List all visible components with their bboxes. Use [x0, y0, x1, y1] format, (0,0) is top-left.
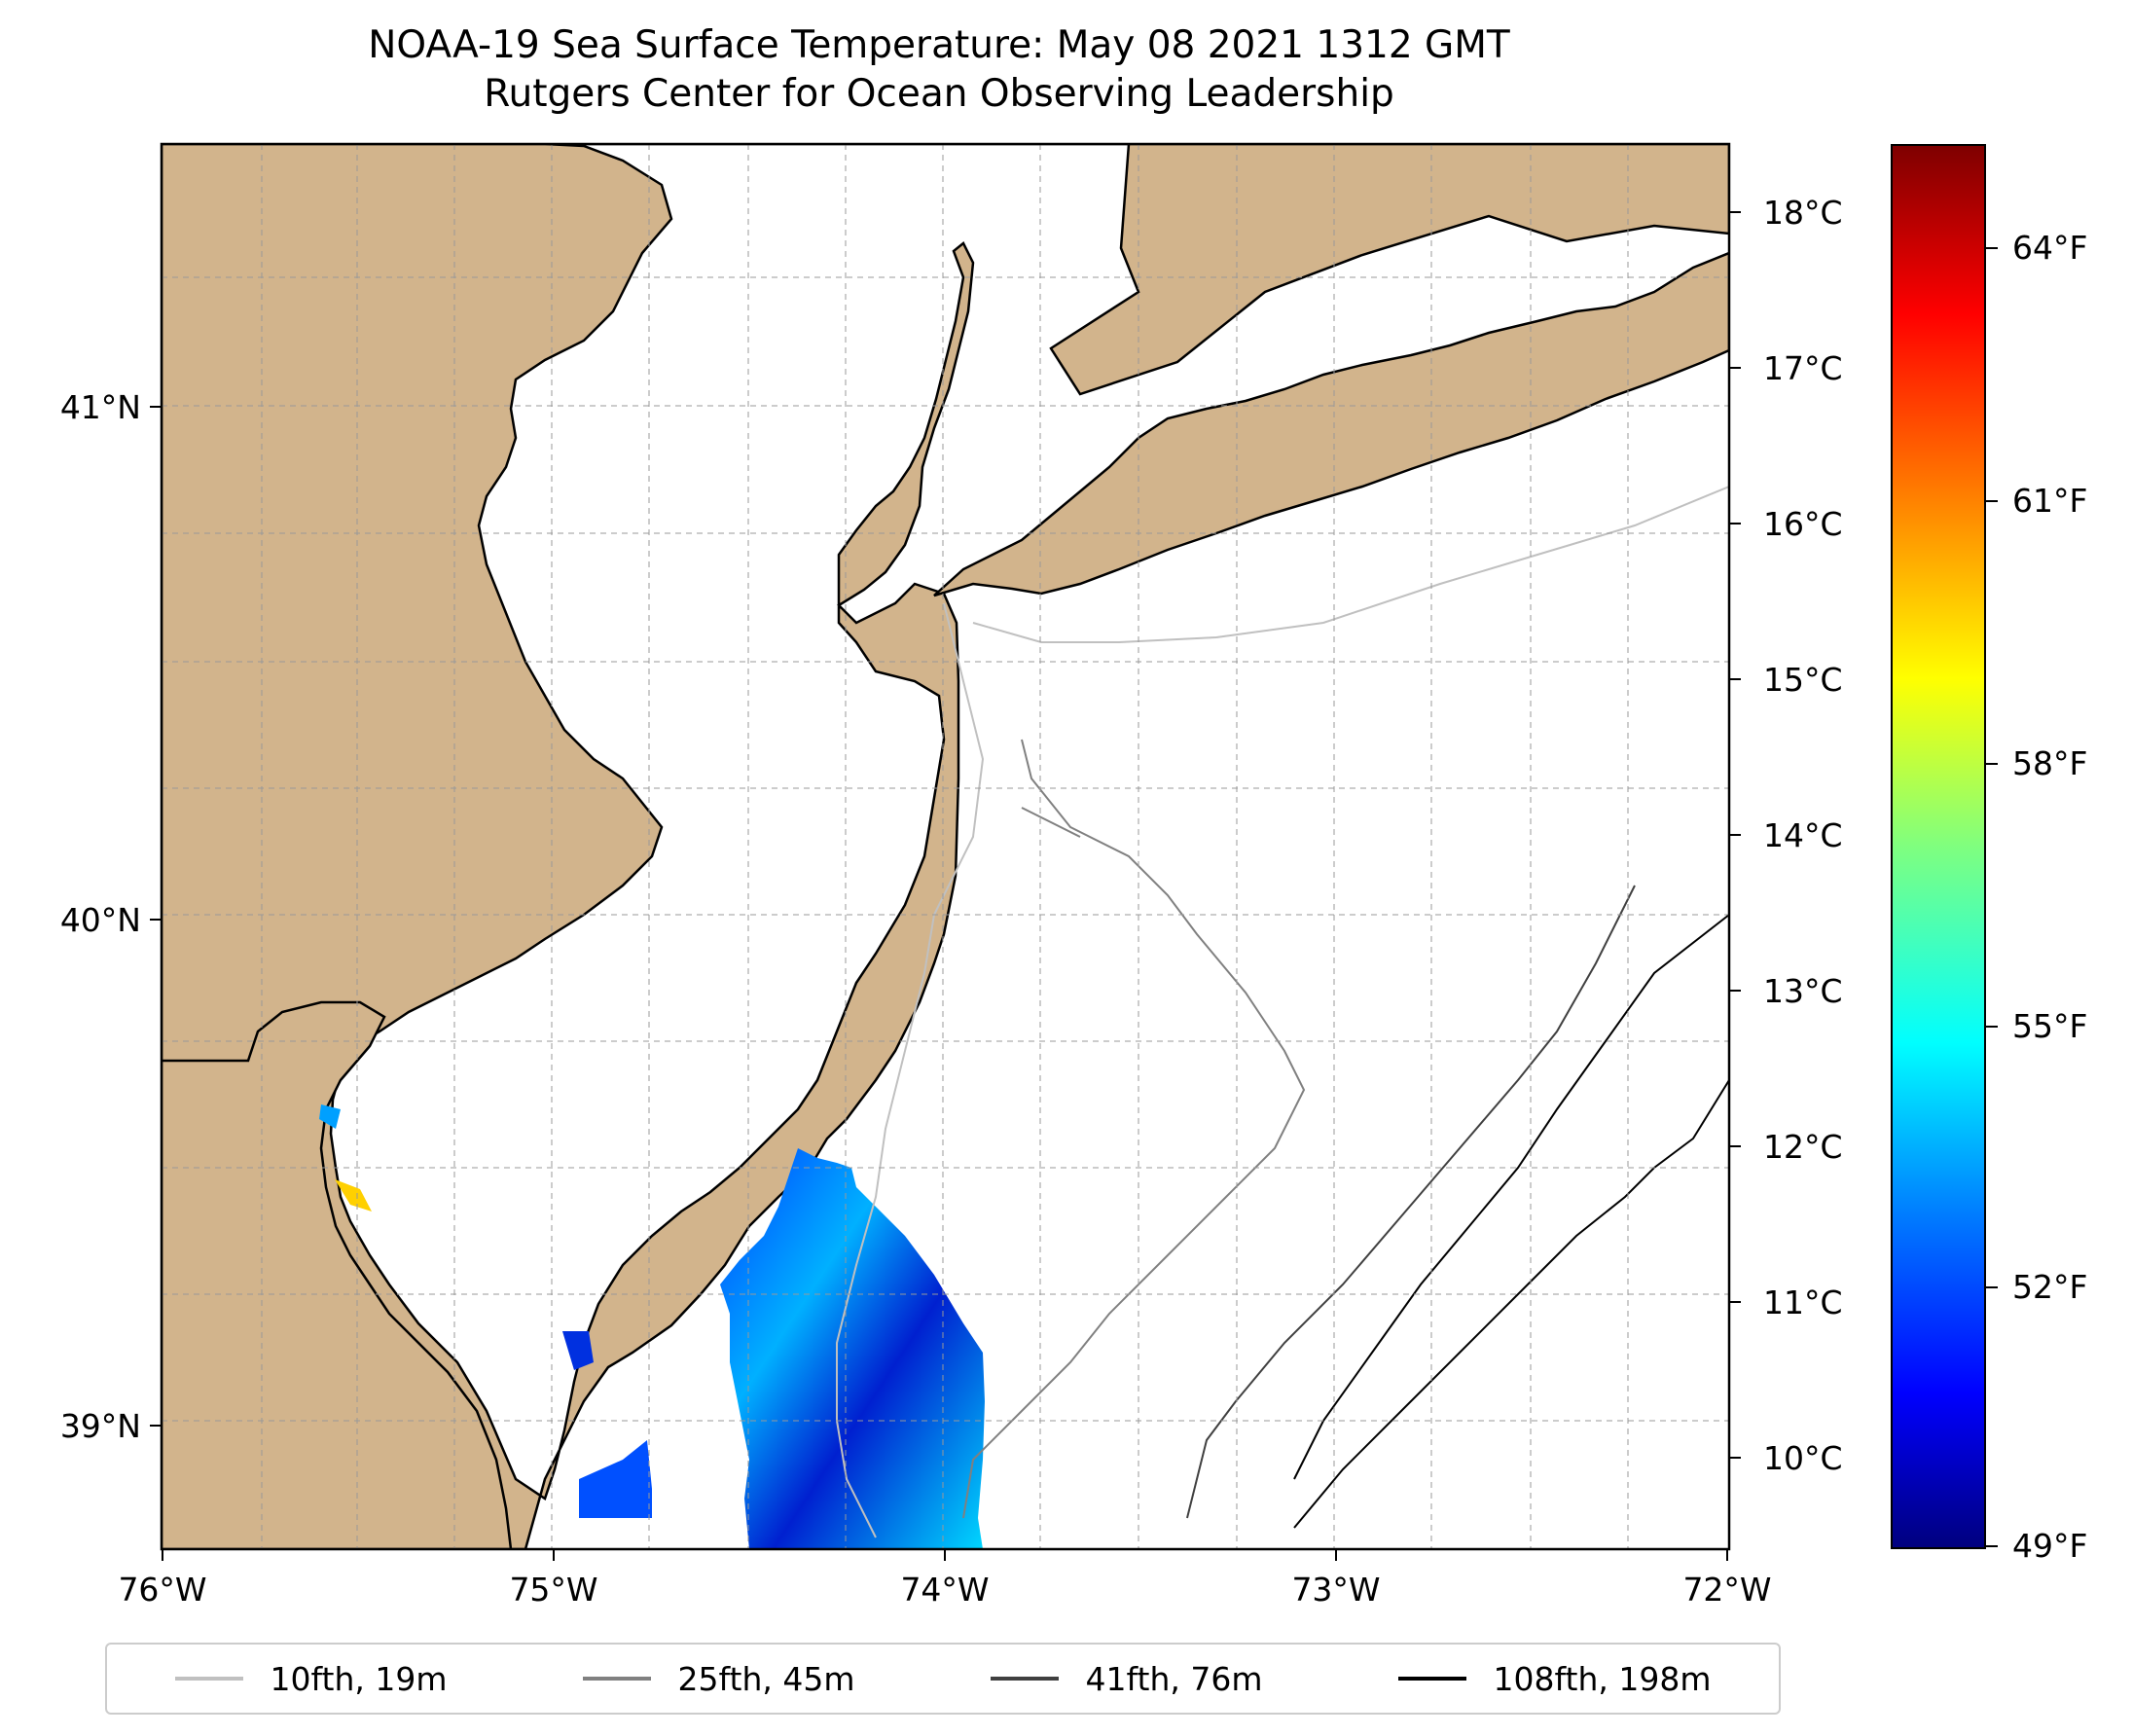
- sst-river-patch: [319, 1104, 341, 1129]
- colorbar-tick: [1986, 500, 1998, 502]
- contour-25fth: [962, 739, 1306, 1519]
- celsius-label-16: 16°C: [1763, 505, 1843, 543]
- celsius-label-12: 12°C: [1763, 1128, 1843, 1166]
- contour-108fth: [1293, 914, 1729, 1529]
- legend-label: 108fth, 198m: [1493, 1659, 1712, 1698]
- sst-warm-patch: [335, 1179, 372, 1212]
- title-block: NOAA-19 Sea Surface Temperature: May 08 …: [0, 21, 1878, 119]
- celsius-label-13: 13°C: [1763, 972, 1843, 1010]
- fahrenheit-label-52: 52°F: [2012, 1268, 2088, 1306]
- fahrenheit-label-64: 64°F: [2012, 229, 2088, 267]
- legend-item-10fth: 10fth, 19m: [174, 1659, 448, 1698]
- legend-label: 10fth, 19m: [270, 1659, 448, 1698]
- depth-contour-legend: 10fth, 19m 25fth, 45m 41fth, 76m 108fth,…: [105, 1643, 1781, 1715]
- colorbar-tick: [1986, 1026, 1998, 1028]
- lon-label-75w: 75°W: [509, 1571, 597, 1609]
- celsius-label-15: 15°C: [1763, 661, 1843, 699]
- fahrenheit-label-55: 55°F: [2012, 1007, 2088, 1045]
- legend-line-41fth: [990, 1677, 1059, 1681]
- legend-line-10fth: [174, 1677, 243, 1681]
- lon-label-76w: 76°W: [118, 1571, 206, 1609]
- fahrenheit-label-61: 61°F: [2012, 482, 2088, 520]
- temperature-colorbar: [1891, 144, 1986, 1549]
- lon-label-74w: 74°W: [900, 1571, 989, 1609]
- legend-line-25fth: [582, 1677, 651, 1681]
- colorbar-tick: [1986, 247, 1998, 249]
- legend-item-41fth: 41fth, 76m: [990, 1659, 1263, 1698]
- sst-bay-patch: [562, 1331, 594, 1370]
- colorbar-tick: [1986, 1545, 1998, 1547]
- legend-item-108fth: 108fth, 198m: [1397, 1659, 1712, 1698]
- colorbar-tick: [1986, 1286, 1998, 1288]
- contour-10fth: [836, 486, 1729, 1538]
- gridlines: [162, 144, 1729, 1549]
- lat-label-39n: 39°N: [60, 1407, 141, 1445]
- legend-label: 41fth, 76m: [1085, 1659, 1263, 1698]
- contour-41fth: [1186, 885, 1636, 1519]
- celsius-label-10: 10°C: [1763, 1439, 1843, 1477]
- legend-line-108fth: [1397, 1677, 1466, 1681]
- map-title: NOAA-19 Sea Surface Temperature: May 08 …: [368, 23, 1510, 67]
- colorbar-tick: [1986, 763, 1998, 765]
- celsius-label-14: 14°C: [1763, 816, 1843, 854]
- sst-swath: [720, 1148, 985, 1549]
- legend-label: 25fth, 45m: [677, 1659, 855, 1698]
- lat-label-40n: 40°N: [60, 901, 141, 939]
- fahrenheit-label-58: 58°F: [2012, 744, 2088, 782]
- celsius-label-11: 11°C: [1763, 1284, 1843, 1321]
- land-mainland: [162, 144, 1729, 1549]
- fahrenheit-label-49: 49°F: [2012, 1527, 2088, 1565]
- celsius-label-17: 17°C: [1763, 349, 1843, 387]
- sst-swath-small: [579, 1440, 652, 1518]
- legend-item-25fth: 25fth, 45m: [582, 1659, 855, 1698]
- lon-label-72w: 72°W: [1682, 1571, 1771, 1609]
- lat-label-41n: 41°N: [60, 388, 141, 426]
- map-subtitle: Rutgers Center for Ocean Observing Leade…: [484, 72, 1394, 116]
- lon-label-73w: 73°W: [1291, 1571, 1380, 1609]
- land-delaware: [162, 1000, 513, 1549]
- celsius-label-18: 18°C: [1763, 194, 1843, 232]
